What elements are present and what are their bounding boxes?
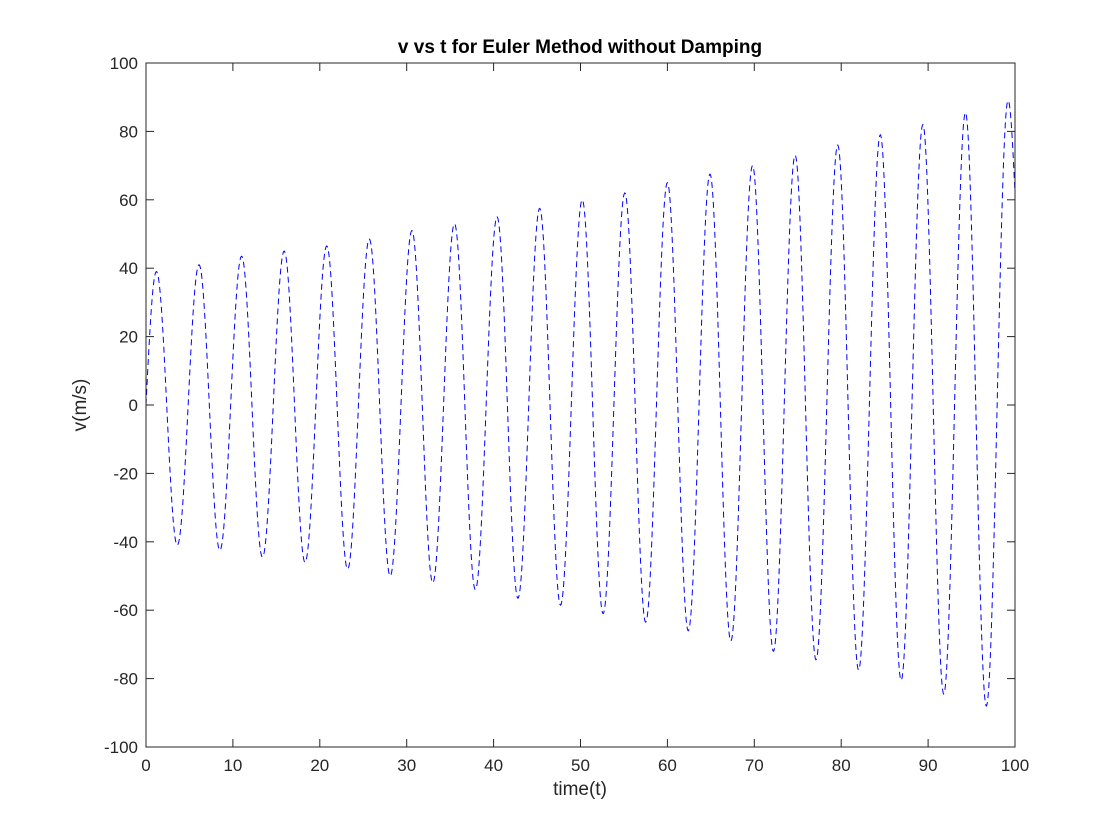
x-tick-label: 70: [745, 756, 764, 775]
y-tick-label: 40: [119, 259, 138, 278]
series-layer: [145, 99, 1016, 707]
x-tick-label: 50: [571, 756, 590, 775]
chart-title: v vs t for Euler Method without Damping: [398, 37, 762, 58]
series-line: [145, 99, 1016, 707]
x-tick-label: 0: [141, 756, 150, 775]
x-tick-label: 60: [658, 756, 677, 775]
x-tick-label: 80: [832, 756, 851, 775]
y-tick-label: 20: [119, 328, 138, 347]
x-axis-label: time(t): [553, 779, 607, 800]
x-tick-label: 10: [223, 756, 242, 775]
y-tick-label: -100: [104, 738, 138, 757]
x-tick-label: 100: [1001, 756, 1029, 775]
x-tick-label: 90: [919, 756, 938, 775]
y-tick-label: -80: [113, 670, 138, 689]
x-tick-label: 30: [397, 756, 416, 775]
plot-area: 0 10 20 30 40 50 60 70 80 90 100 100 80 60 40 20 0 -20 -40…: [104, 54, 1029, 775]
y-tick-label: 100: [110, 54, 138, 73]
x-tick-label: 20: [310, 756, 329, 775]
y-tick-label: 0: [129, 396, 138, 415]
y-tick-label: -40: [113, 533, 138, 552]
y-tick-label: 80: [119, 122, 138, 141]
y-tick-label: -60: [113, 601, 138, 620]
ticks-layer: 0 10 20 30 40 50 60 70 80 90 100 100 80 60 40 20 0 -20 -40…: [104, 54, 1029, 775]
axes-background: [146, 63, 1015, 747]
y-tick-label: 60: [119, 191, 138, 210]
x-tick-label: 40: [484, 756, 503, 775]
y-axis-label: v(m/s): [70, 379, 91, 432]
y-tick-label: -20: [113, 464, 138, 483]
